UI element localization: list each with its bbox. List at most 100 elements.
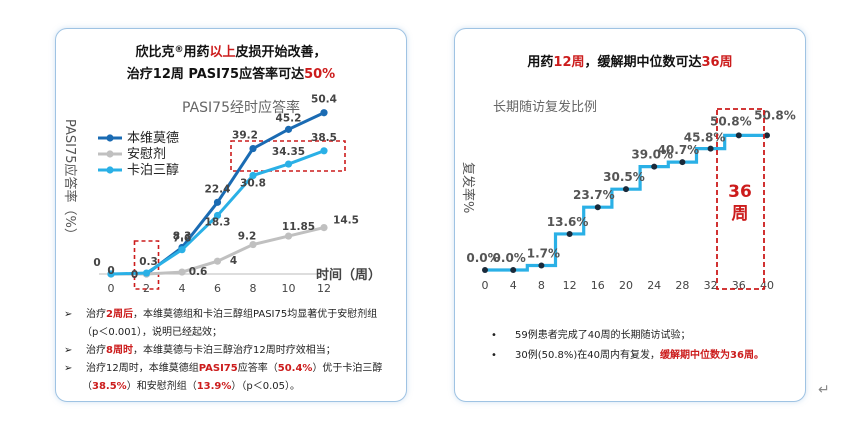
headline-segment-3: 36周: [702, 55, 733, 70]
x-axis-title: 时间（周）: [316, 267, 381, 283]
footnote-segment: （: [82, 380, 92, 392]
footnote-line: 30例(50.8%)在40周内有复发，缓解期中位数为36周。: [515, 348, 764, 361]
footnote-line: 治疗12周时，本维莫德组PASI75应答率（50.4%）优于卡泊三醇: [86, 361, 382, 374]
relapse-data-label: 1.7%: [527, 246, 560, 260]
relapse-data-label: 50.8%: [754, 108, 796, 122]
relapse-chart: 复发率%0 4 8 12 16 20 24 28 32 36 400.0%0.0% 1.7%13.6%…: [460, 108, 796, 292]
footnote-segment: 8周时: [106, 343, 133, 356]
left-headline-line-2: 治疗12周 PASI75应答率可达50%: [127, 66, 335, 82]
x-tick-label: 40: [760, 279, 774, 292]
data-label: 22.4: [205, 183, 231, 195]
week36-highlight-box: [716, 108, 765, 290]
x-tick-label: 12: [317, 282, 331, 295]
headline-segment-2: 用药: [182, 44, 209, 60]
footnote-segment: 缓解期中位数为36周。: [659, 348, 764, 361]
footnote-segment: PASI75: [199, 363, 238, 374]
headline-segment-4: 皮损开始改善，: [235, 44, 327, 60]
week36-box-unit: 周: [732, 204, 749, 224]
footnote-segment: 30例(50.8%)在40周内有复发，: [515, 348, 660, 361]
footnote-segment: ）和安慰剂组（: [127, 379, 197, 392]
footnote-segment: 2周后: [106, 307, 133, 320]
right-footnotes: • 59例患者完成了40周的长期随访试验； • 30例(50.8%)在40周内有复发，…: [491, 328, 764, 361]
relapse-point: [707, 145, 714, 152]
legend-swatch-dot: [106, 150, 114, 158]
data-label: 0: [131, 269, 138, 281]
series-point-2: [107, 270, 115, 278]
series-point-1: [213, 257, 222, 265]
footnote-segment: （p＜0.001），说明已经起效；: [82, 325, 222, 338]
relapse-point: [623, 186, 629, 193]
relapse-data-label: 0.0%: [466, 251, 499, 265]
efficacy-panel-canvas: 欣比克®用药以上皮损开始改善， 治疗12周 PASI75应答率可达50% PAS…: [62, 44, 382, 392]
relapse-data-label: 0.0%: [493, 251, 526, 265]
footnote-segment: 应答率（: [238, 361, 278, 374]
data-label: 14.5: [333, 215, 359, 227]
series-point-2: [142, 269, 151, 277]
x-tick-label: 28: [675, 279, 689, 292]
series-point-1: [249, 240, 257, 249]
relapse-point: [651, 163, 658, 170]
headline-segment-2: ，缓解期中位数可达: [585, 54, 702, 70]
footnote-segment: 治疗: [86, 343, 106, 356]
relapse-point: [482, 267, 488, 273]
headline-segment-0: 欣比克: [135, 44, 174, 60]
relapse-chart-title: 长期随访复发比例: [493, 99, 597, 115]
footnote-bullet-marker: ➢: [64, 345, 72, 356]
footnote-segment: 治疗: [86, 307, 106, 320]
legend-entry: 本维莫德: [127, 131, 179, 146]
footnote-line: 治疗8周时，本维莫德与卡泊三醇治疗12周时疗效相当；: [86, 343, 336, 356]
x-tick-label: 8: [250, 282, 257, 295]
relapse-data-label: 30.5%: [603, 170, 645, 184]
x-tick-label: 12: [563, 279, 577, 292]
footnote-line: （p＜0.001），说明已经起效；: [82, 325, 222, 338]
series-point-2: [213, 211, 222, 220]
pasi75-chart: 0 2 4 6 8 10 12时间（周）PASI75应答率（%）08.322.439.245…: [62, 94, 381, 295]
footnote-segment: ）（p＜0.05）。: [231, 380, 300, 392]
headline-segment-1: ®: [174, 45, 183, 55]
data-label: 39.2: [232, 130, 258, 142]
relapse-point: [566, 230, 573, 237]
headline-segment-1: 50%: [304, 67, 335, 82]
x-tick-label: 36: [732, 279, 746, 292]
series-point-2: [178, 246, 186, 254]
week2-highlight-box: [133, 240, 160, 290]
relapse-point: [735, 132, 742, 139]
right-headline: 用药12周，缓解期中位数可达36周: [526, 54, 732, 70]
pasi75-chart-title: PASI75经时应答率: [182, 99, 300, 116]
footnote-bullet-marker: ➢: [64, 309, 72, 320]
relapse-point: [594, 204, 601, 211]
data-label: 9.2: [238, 231, 257, 243]
relapse-panel: 用药12周，缓解期中位数可达36周 长期随访复发比例 复发率% 0 4 8 12 16 20…: [454, 28, 806, 402]
data-label: 4: [230, 255, 237, 267]
footnote-segment: 38.5%: [92, 381, 127, 392]
week8-12-highlight-box: [230, 140, 346, 172]
relapse-point: [538, 262, 545, 269]
footnote-segment: 13.9%: [197, 381, 232, 392]
data-label: 50.4: [311, 94, 337, 106]
data-label: 0.3: [139, 256, 158, 268]
data-label: 30.8: [240, 177, 266, 189]
x-tick-label: 4: [510, 279, 517, 292]
footnote-segment: ）优于卡泊三醇: [312, 361, 382, 374]
x-tick-label: 4: [179, 282, 186, 295]
relapse-data-label: 50.8%: [710, 114, 752, 128]
footnote-line: （38.5%）和安慰剂组（13.9%）（p＜0.05）。: [82, 379, 300, 392]
x-tick-label: 20: [619, 279, 633, 292]
footnote-bullet-marker: •: [491, 350, 497, 361]
headline-segment-0: 用药: [526, 54, 553, 70]
left-headline-line-1: 欣比克®用药以上皮损开始改善，: [135, 44, 326, 60]
data-label: 34.35: [272, 146, 305, 158]
x-tick-label: 32: [704, 279, 718, 292]
data-label: 11.85: [282, 221, 315, 233]
relapse-data-label: 13.6%: [547, 215, 589, 229]
left-footnotes: ➢ 治疗2周后，本维莫德组和卡泊三醇组PASI75均显著优于安慰剂组（p＜0.00…: [64, 307, 382, 392]
series-point-0: [284, 125, 293, 133]
footnote-bullet-marker: •: [491, 330, 497, 341]
data-label: 45.2: [276, 112, 302, 124]
series-point-0: [320, 109, 328, 117]
series-point-1: [320, 224, 328, 232]
series-point-0: [213, 198, 222, 206]
footnote-segment: ，本维莫德与卡泊三醇治疗12周时疗效相当；: [133, 343, 336, 356]
data-label: 0.6: [189, 266, 208, 278]
footnote-segment: ，本维莫德组和卡泊三醇组PASI75均显著优于安慰剂组: [133, 307, 377, 320]
